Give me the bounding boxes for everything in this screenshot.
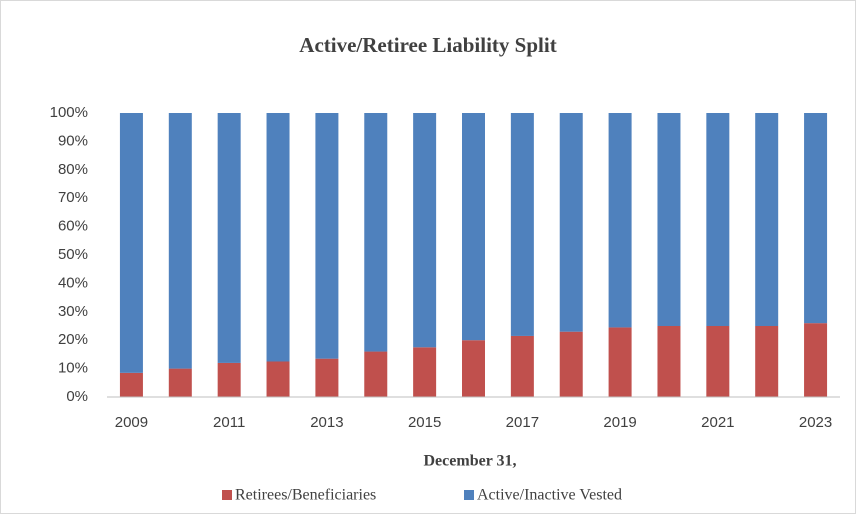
x-tick-label: 2017 [506,414,539,431]
y-tick-label: 30% [58,303,88,320]
y-tick-label: 0% [66,388,88,405]
y-tick-label: 50% [58,246,88,263]
bar-segment [364,113,388,352]
bar-segment [462,340,485,397]
y-tick-label: 10% [58,360,88,377]
legend-swatch [222,490,232,500]
bar-segment [559,331,583,397]
bar-segment [266,361,290,397]
y-tick-label: 90% [58,132,88,149]
y-tick-label: 40% [58,274,88,291]
legend-swatch [464,490,474,500]
x-tick-label: 2011 [213,414,245,431]
bar-segment [217,113,241,363]
bar-segment [217,362,241,397]
x-tick-label: 2019 [603,414,636,431]
x-tick-label: 2015 [408,414,441,431]
bar-segment [266,113,290,362]
bar-segment [608,327,632,397]
bar-segment [119,372,143,397]
bar-segment [804,323,828,397]
x-tick-label: 2009 [115,414,148,431]
bar-segment [119,113,143,373]
y-tick-label: 20% [58,331,88,348]
bar-segment [559,113,583,332]
bar-segment [168,368,192,397]
bar-segment [462,113,485,341]
bar-segment [755,113,779,326]
bar-segment [413,347,437,397]
bar-segment [706,326,730,397]
y-tick-label: 70% [58,189,88,206]
x-tick-label: 2013 [310,414,343,431]
y-tick-label: 100% [50,104,88,121]
bar-segment [755,326,779,397]
x-axis-label: December 31, [424,453,517,470]
chart-title: Active/Retiree Liability Split [299,33,556,57]
bar-segment [315,113,339,359]
bar-segment [706,113,730,326]
bar-segment [804,113,828,324]
bar-segment [608,113,632,328]
bar-segment [657,326,681,397]
bar-segment [510,113,534,336]
bar-segment [657,113,681,326]
legend-label: Active/Inactive Vested [477,487,622,504]
bar-segment [510,335,534,397]
y-tick-label: 60% [58,218,88,235]
bar-segment [315,358,339,397]
bar-segment [364,351,388,397]
bar-segment [413,113,437,348]
y-tick-label: 80% [58,161,88,178]
bar-segment [168,113,192,369]
x-tick-label: 2021 [701,414,734,431]
legend-label: Retirees/Beneficiaries [235,487,376,504]
x-tick-label: 2023 [799,414,832,431]
